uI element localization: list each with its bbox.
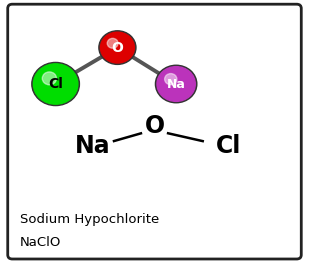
FancyBboxPatch shape <box>8 4 301 259</box>
Circle shape <box>107 38 118 48</box>
Circle shape <box>33 64 78 104</box>
Circle shape <box>32 62 79 106</box>
Text: Cl: Cl <box>216 134 241 158</box>
Text: O: O <box>144 114 165 138</box>
Circle shape <box>100 32 134 63</box>
Circle shape <box>99 31 136 64</box>
Text: Na: Na <box>167 78 186 90</box>
Text: Sodium Hypochlorite: Sodium Hypochlorite <box>20 213 159 226</box>
Text: Cl: Cl <box>48 77 63 91</box>
Text: NaClO: NaClO <box>20 236 61 249</box>
Circle shape <box>42 72 57 85</box>
Text: O: O <box>112 41 123 55</box>
Circle shape <box>157 67 195 101</box>
Circle shape <box>155 65 197 103</box>
Text: Na: Na <box>75 134 111 158</box>
Circle shape <box>165 74 177 85</box>
